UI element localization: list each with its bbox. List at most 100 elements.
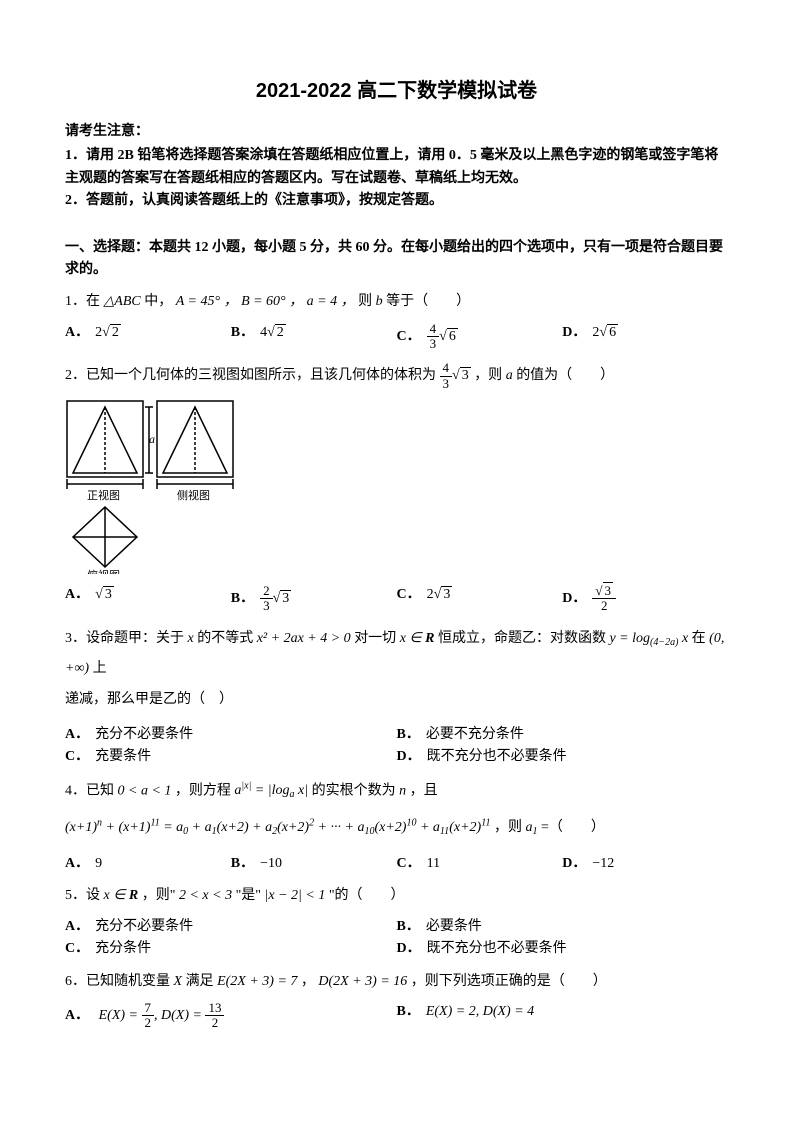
diagram-label-a: a: [149, 432, 155, 446]
three-view-diagram: a 正视图 侧视图 俯视图: [65, 399, 235, 574]
q2-vol-rad: 3: [460, 367, 471, 383]
q6-text: ，则下列选项正确的是（ ）: [411, 974, 607, 989]
label-c: C．: [65, 749, 89, 764]
q6-a-d-num: 13: [205, 1001, 224, 1016]
q1-option-a: A． 22: [65, 322, 231, 352]
q5-cond2: |x − 2| < 1: [265, 888, 329, 903]
q2-option-d: D．32: [562, 584, 728, 614]
q4-text: =（ ）: [541, 820, 605, 835]
q5-options: A．充分不必要条件 B． 必要条件 C． 充分条件 D．既不充分也不必要条件: [65, 916, 728, 961]
instruction-line-1: 1．请用 2B 铅笔将选择题答案涂填在答题纸相应位置上，请用 0．5 毫米及以上…: [65, 145, 728, 190]
q3-text: 3．设命题甲：关于: [65, 631, 184, 646]
q5-option-d: D．既不充分也不必要条件: [397, 938, 729, 960]
label-a: A．: [65, 727, 89, 742]
q3-text: 递减，那么甲是乙的（ ）: [65, 692, 233, 707]
q1-a-val: 2: [95, 325, 102, 340]
q2-option-a: A．3: [65, 584, 231, 614]
label-c: C．: [65, 941, 89, 956]
exam-title: 2021-2022 高二下数学模拟试卷: [65, 75, 728, 107]
q2-text: ，则: [474, 368, 502, 383]
q4-text: 4．已知: [65, 783, 114, 798]
q6-option-a: A． E(X) = 72, D(X) = 132: [65, 1001, 397, 1031]
q3-log: y = log(4−2a) x: [609, 631, 691, 646]
q3-option-a: A．充分不必要条件: [65, 724, 397, 746]
q3-options: A．充分不必要条件 B． 必要不充分条件 C．充要条件 D． 既不充分也不必要条件: [65, 724, 728, 769]
q3-var-x: x: [188, 631, 198, 646]
q2-option-c: C．23: [397, 584, 563, 614]
question-5: 5．设 x ∈ R ，则" 2 < x < 3 "是" |x − 2| < 1 …: [65, 885, 728, 960]
q2-a-rad: 3: [103, 586, 114, 602]
q1-b-rad: 2: [275, 324, 286, 340]
q2-b-den: 3: [260, 599, 273, 613]
q4-text: ，则: [494, 820, 522, 835]
label-a: A．: [65, 856, 89, 871]
label-b: B．: [397, 919, 420, 934]
q4-option-b: B．−10: [231, 853, 397, 875]
q3-d: 既不充分也不必要条件: [427, 749, 567, 764]
q2-c-prefix: 2: [427, 587, 434, 602]
q2-vol-den: 3: [440, 377, 453, 391]
question-3: 3．设命题甲：关于 x 的不等式 x² + 2ax + 4 > 0 对一切 x …: [65, 624, 728, 769]
instructions-header: 请考生注意：: [65, 121, 728, 143]
q1-c-rad: 6: [447, 328, 458, 344]
label-d: D．: [397, 749, 421, 764]
diagram-label-top: 俯视图: [87, 568, 120, 574]
q2-vol-num: 4: [440, 361, 453, 376]
q5-b: 必要条件: [426, 919, 482, 934]
label-b: B．: [231, 591, 254, 606]
q3-stem: 3．设命题甲：关于 x 的不等式 x² + 2ax + 4 > 0 对一切 x …: [65, 624, 728, 716]
q4-option-c: C．11: [397, 853, 563, 875]
q3-inequality: x² + 2ax + 4 > 0: [257, 631, 354, 646]
q1-given: A = 45° ， B = 60° ， a = 4 ，: [176, 294, 355, 309]
label-a: A．: [65, 325, 89, 340]
question-6: 6．已知随机变量 X 满足 E(2X + 3) = 7 ， D(2X + 3) …: [65, 971, 728, 1031]
q5-c: 充分条件: [95, 941, 151, 956]
label-b: B．: [397, 727, 420, 742]
q5-text: "是": [236, 888, 261, 903]
question-4: 4．已知 0 < a < 1 ，则方程 a|x| = |loga x| 的实根个…: [65, 779, 728, 876]
q2-diagram: a 正视图 侧视图 俯视图: [65, 399, 728, 574]
label-a: A．: [65, 919, 89, 934]
q4-stem: 4．已知 0 < a < 1 ，则方程 a|x| = |loga x| 的实根个…: [65, 779, 728, 804]
q1-option-c: C．436: [397, 322, 563, 352]
q4-expansion: (x+1)n + (x+1)11 = a0 + a1(x+2) + a2(x+2…: [65, 811, 728, 845]
q4-a1: a1: [525, 820, 537, 835]
q3-option-c: C．充要条件: [65, 746, 397, 768]
q1-option-b: B．42: [231, 322, 397, 352]
q5-d: 既不充分也不必要条件: [427, 941, 567, 956]
q5-option-a: A．充分不必要条件: [65, 916, 397, 938]
q3-b: 必要不充分条件: [426, 727, 524, 742]
q5-text: "的（ ）: [329, 888, 405, 903]
q2-b-rad: 3: [280, 590, 291, 606]
q5-option-b: B． 必要条件: [397, 916, 729, 938]
q3-text: 上: [93, 661, 107, 676]
label-c: C．: [397, 329, 421, 344]
question-1: 1．在 △ABC 中， A = 45° ， B = 60° ， a = 4 ， …: [65, 291, 728, 351]
diagram-label-side: 侧视图: [177, 488, 210, 502]
q2-var-a: a: [506, 368, 517, 383]
q2-text: 的值为（ ）: [516, 368, 614, 383]
q5-cond1: 2 < x < 3: [179, 888, 236, 903]
q6-text: ，: [301, 974, 315, 989]
q4-expansion-formula: (x+1)n + (x+1)11 = a0 + a1(x+2) + a2(x+2…: [65, 820, 490, 835]
q1-d-val: 2: [592, 325, 599, 340]
q1-text: 1．在: [65, 294, 100, 309]
q5-option-c: C． 充分条件: [65, 938, 397, 960]
label-d: D．: [562, 591, 586, 606]
label-d: D．: [562, 325, 586, 340]
q3-text: 对一切: [354, 631, 396, 646]
q6-a-e-num: 7: [142, 1001, 155, 1016]
q4-option-d: D．−12: [562, 853, 728, 875]
q2-d-den: 2: [592, 599, 616, 613]
q4-text: ，且: [410, 783, 438, 798]
q6-a-d-den: 2: [205, 1016, 224, 1030]
diagram-label-front: 正视图: [87, 488, 120, 502]
instructions-block: 请考生注意： 1．请用 2B 铅笔将选择题答案涂填在答题纸相应位置上，请用 0．…: [65, 121, 728, 213]
q1-c-den: 3: [427, 337, 440, 351]
q6-text: 满足: [186, 974, 214, 989]
q3-text: 的不等式: [197, 631, 253, 646]
q1-a-rad: 2: [110, 324, 121, 340]
q6-options: A． E(X) = 72, D(X) = 132 B．E(X) = 2, D(X…: [65, 1001, 728, 1031]
label-a: A．: [65, 1008, 89, 1023]
q6-D: D(2X + 3) = 16: [318, 974, 410, 989]
